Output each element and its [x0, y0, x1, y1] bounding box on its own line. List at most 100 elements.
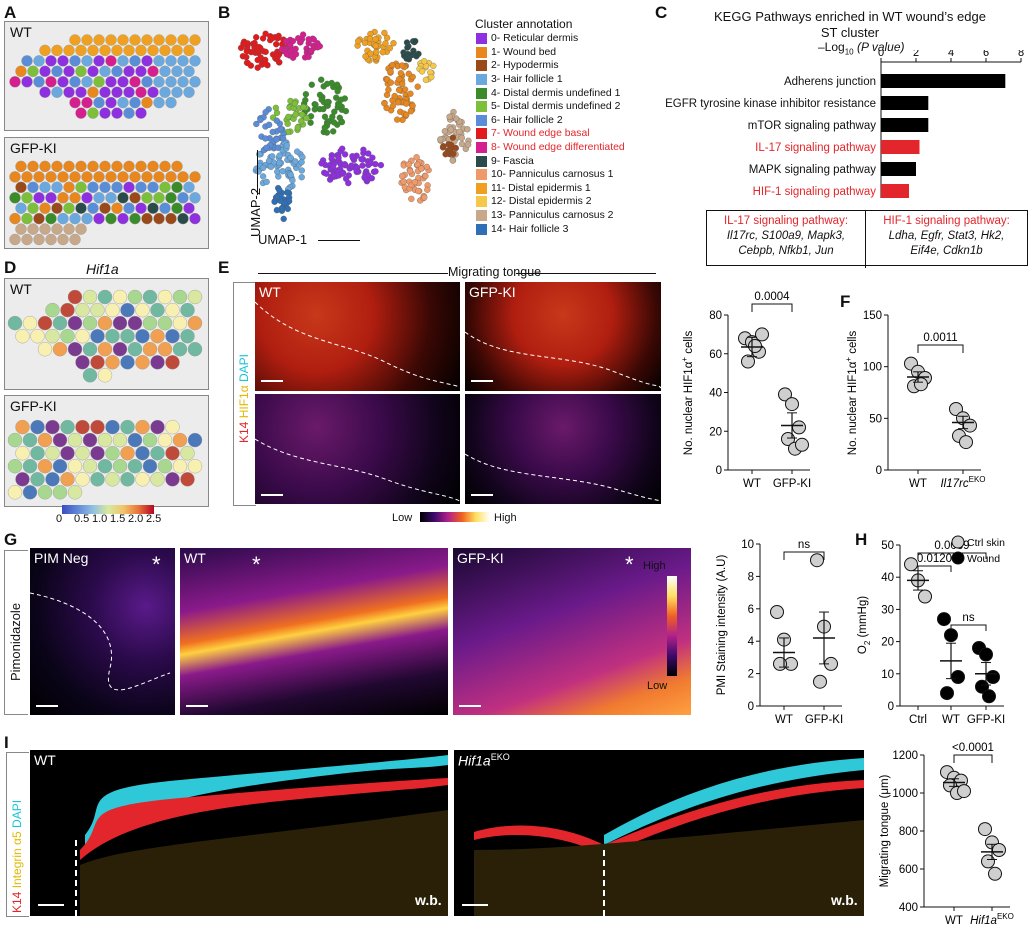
umap-point	[414, 161, 421, 168]
migrating-tongue-header: Migrating tongue	[448, 265, 542, 279]
st-spot	[75, 472, 90, 487]
x-tick-label-sup: EKO	[969, 475, 986, 484]
umap-point	[448, 141, 455, 149]
data-point	[741, 354, 755, 369]
significance-bracket	[917, 552, 987, 559]
umap-point	[308, 47, 315, 55]
st-spot	[75, 65, 87, 77]
kegg-x-tick-label: 8	[1018, 50, 1024, 59]
st-spot	[153, 212, 165, 225]
kegg-bar	[881, 140, 920, 154]
umap-point	[337, 96, 345, 103]
panel-d-wt-spots	[7, 289, 203, 383]
kegg-category-label: MAPK signaling pathway	[749, 164, 876, 176]
st-spot	[120, 446, 135, 461]
st-spot	[105, 171, 117, 183]
umap-point	[359, 162, 366, 169]
st-spot	[153, 192, 165, 204]
st-spot	[120, 302, 135, 318]
umap-point	[424, 186, 431, 193]
st-spot	[129, 212, 141, 225]
st-spot	[141, 55, 153, 67]
y-axis-label-part: +	[680, 357, 689, 362]
g-pim-neg-label: PIM Neg	[34, 550, 89, 566]
umap-point	[289, 177, 296, 184]
panel-d-gfp-box: GFP-KI	[4, 395, 209, 507]
umap-point	[449, 157, 456, 164]
st-spot	[141, 76, 153, 88]
y-tick-label: 0	[716, 465, 722, 477]
st-spot	[93, 96, 105, 109]
st-spot	[177, 55, 189, 67]
migrating-tongue-line-left	[258, 273, 448, 274]
st-spot	[129, 76, 141, 88]
g-gfp-image: GFP-KI * High Low	[453, 548, 691, 715]
st-spot	[63, 65, 75, 77]
umap-point	[422, 172, 429, 180]
st-spot	[67, 315, 83, 331]
data-point	[978, 822, 992, 837]
st-spot	[150, 446, 165, 461]
st-spot	[111, 160, 123, 173]
y-axis-label: O2 (mmHg)	[857, 596, 872, 654]
kegg-title-line1: KEGG Pathways enriched in WT wound’s edg…	[714, 9, 986, 24]
st-spot	[63, 181, 75, 193]
st-spot	[21, 55, 33, 67]
st-spot	[112, 458, 128, 474]
umap-point	[442, 151, 449, 158]
umap-point	[283, 142, 290, 149]
st-spot	[57, 171, 69, 183]
umap-point	[262, 60, 269, 68]
st-spot	[69, 96, 81, 109]
st-spot	[67, 341, 83, 357]
st-spot	[147, 160, 159, 173]
st-spot	[159, 86, 171, 98]
umap-point	[456, 128, 463, 135]
umap-legend-swatch	[476, 196, 487, 208]
umap-legend-item: 1- Wound bed	[476, 46, 625, 60]
st-spot	[141, 34, 153, 46]
st-spot	[171, 44, 183, 57]
st-spot	[15, 65, 27, 77]
umap-legend-label: 8- Wound edge differentiated	[491, 142, 625, 154]
y-axis-label: Migrating tongue (μm)	[879, 774, 891, 887]
umap-point	[381, 100, 388, 107]
x-tick-label: WT	[909, 478, 927, 490]
significance-bracket	[950, 624, 987, 631]
umap-point	[302, 96, 309, 104]
st-spot	[57, 76, 69, 88]
st-spot	[97, 315, 113, 331]
st-spot	[142, 432, 158, 448]
umap-point	[265, 157, 273, 165]
st-spot	[81, 34, 93, 46]
umap-point	[423, 163, 430, 171]
data-point	[781, 432, 795, 446]
st-spot	[99, 86, 111, 98]
e-wt-hif-scalebar	[261, 494, 283, 496]
st-spot	[120, 329, 135, 344]
kegg-bar	[881, 162, 916, 176]
kegg-gene-box-left: IL-17 signaling pathway: Il17rc, S100a9,…	[707, 211, 866, 268]
umap-legend-item: 14- Hair follicle 3	[476, 222, 625, 236]
umap-point	[292, 45, 299, 53]
i-stain-itg: Integrin α5	[10, 831, 24, 889]
umap-point	[405, 161, 412, 168]
e-gfp-merge-image: GFP-KI	[465, 282, 661, 391]
umap-legend-label: 2- Hypodermis	[491, 60, 559, 72]
st-spot	[150, 302, 165, 318]
panel-d-wt-box: WT	[4, 278, 209, 390]
st-spot	[87, 86, 99, 98]
st-spot	[111, 65, 123, 77]
umap-point	[341, 151, 349, 158]
st-spot	[33, 171, 45, 183]
y-axis-label: PMI Staining intensity (A.U)	[716, 555, 728, 696]
g-pim-neg-asterisk: *	[152, 552, 161, 577]
st-spot	[69, 212, 81, 225]
umap-point	[395, 86, 403, 94]
umap-legend: 0- Reticular dermis 1- Wound bed 2- Hypode…	[476, 32, 625, 236]
st-spot	[111, 107, 123, 119]
st-spot	[21, 233, 33, 246]
x-tick-label-sup: EKO	[997, 912, 1014, 921]
st-spot	[123, 107, 135, 119]
y-axis-label-part: +	[844, 357, 853, 362]
